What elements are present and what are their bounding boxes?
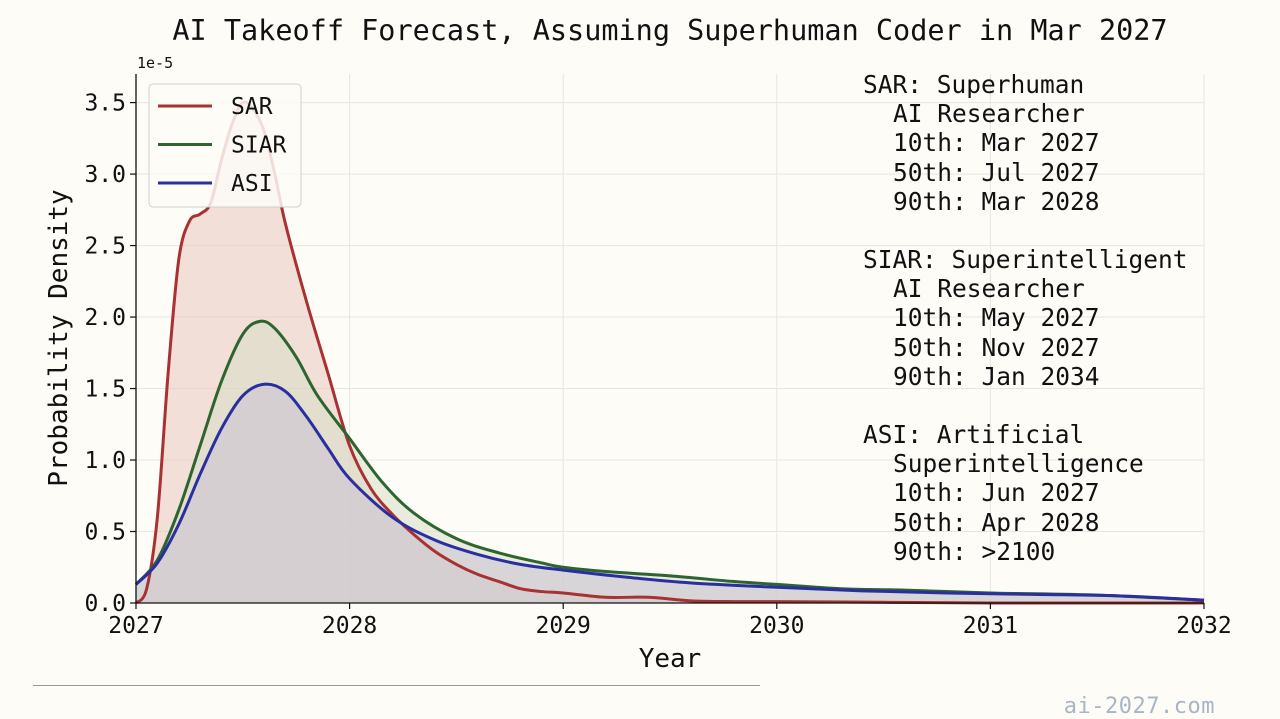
annotation-line: AI Researcher [893, 99, 1085, 129]
y-tick-label: 2.5 [84, 234, 126, 260]
series-line-sar [134, 100, 1204, 605]
grid [135, 74, 1205, 604]
annotation-block: ASI: Artificial Superintelligence 10th: Ju… [863, 420, 1188, 566]
annotation-line: 50th: Jul 2027 [893, 157, 1100, 187]
annotation-block: SAR: Superhuman AI Researcher 10th: Mar 20… [863, 70, 1188, 216]
y-tick-label: 0.0 [84, 591, 126, 617]
annotation-line: 50th: Nov 2027 [893, 332, 1100, 362]
legend-label-sar: SAR [231, 94, 273, 120]
legend-label-siar: SIAR [231, 133, 287, 159]
series-line-asi [134, 382, 1205, 602]
x-axis-label: Year [639, 644, 702, 674]
annotation-line: 90th: Jan 2034 [893, 361, 1100, 391]
x-tick-label: 2029 [536, 613, 591, 639]
series-line-siar [134, 319, 1205, 602]
y-tick-label: 3.0 [84, 162, 126, 188]
chart-title: AI Takeoff Forecast, Assuming Superhuman… [172, 14, 1167, 47]
y-tick-label: 2.0 [84, 305, 126, 331]
percentile-annotations: SAR: Superhuman AI Researcher 10th: Mar 20… [863, 70, 1188, 595]
legend: SAR SIAR ASI [148, 83, 302, 208]
footer-divider [33, 685, 760, 686]
annotation-heading: SIAR: Superintelligent [863, 245, 1188, 275]
annotation-line: 10th: Mar 2027 [893, 128, 1100, 158]
y-axis-label: Probability Density [44, 189, 74, 486]
annotation-block: SIAR: Superintelligent AI Researcher 10th:… [863, 245, 1188, 391]
x-tick-label: 2031 [963, 613, 1018, 639]
annotation-line: 50th: Apr 2028 [893, 507, 1100, 537]
site-watermark: ai-2027.com [1063, 694, 1215, 719]
x-tick-label: 2028 [322, 613, 377, 639]
legend-label-asi: ASI [231, 171, 273, 197]
annotation-heading: SAR: Superhuman [863, 70, 1085, 99]
annotation-line: AI Researcher [893, 274, 1085, 304]
y-tick-label: 1.5 [84, 377, 126, 403]
y-scale-label: 1e-5 [137, 54, 173, 72]
annotation-line: 10th: Jun 2027 [893, 478, 1100, 508]
annotation-line: 90th: >2100 [893, 536, 1056, 566]
area-asi [136, 384, 1204, 603]
annotation-line: 10th: May 2027 [893, 303, 1100, 333]
x-tick-label: 2032 [1176, 613, 1231, 639]
annotation-heading: ASI: Artificial [863, 420, 1085, 450]
y-tick-label: 3.5 [84, 91, 126, 117]
axes: 2027 2028 2029 2030 2031 2032 0.0 0.5 1.0 1.5 2.0 2… [84, 74, 1232, 639]
y-tick-label: 0.5 [84, 520, 126, 546]
series-lines [134, 100, 1205, 605]
x-tick-label: 2027 [108, 613, 163, 639]
y-tick-label: 1.0 [84, 448, 126, 474]
annotation-line: 90th: Mar 2028 [893, 186, 1100, 216]
legend-box [148, 83, 302, 208]
annotation-line: Superintelligence [893, 449, 1144, 479]
x-tick-label: 2030 [749, 613, 804, 639]
